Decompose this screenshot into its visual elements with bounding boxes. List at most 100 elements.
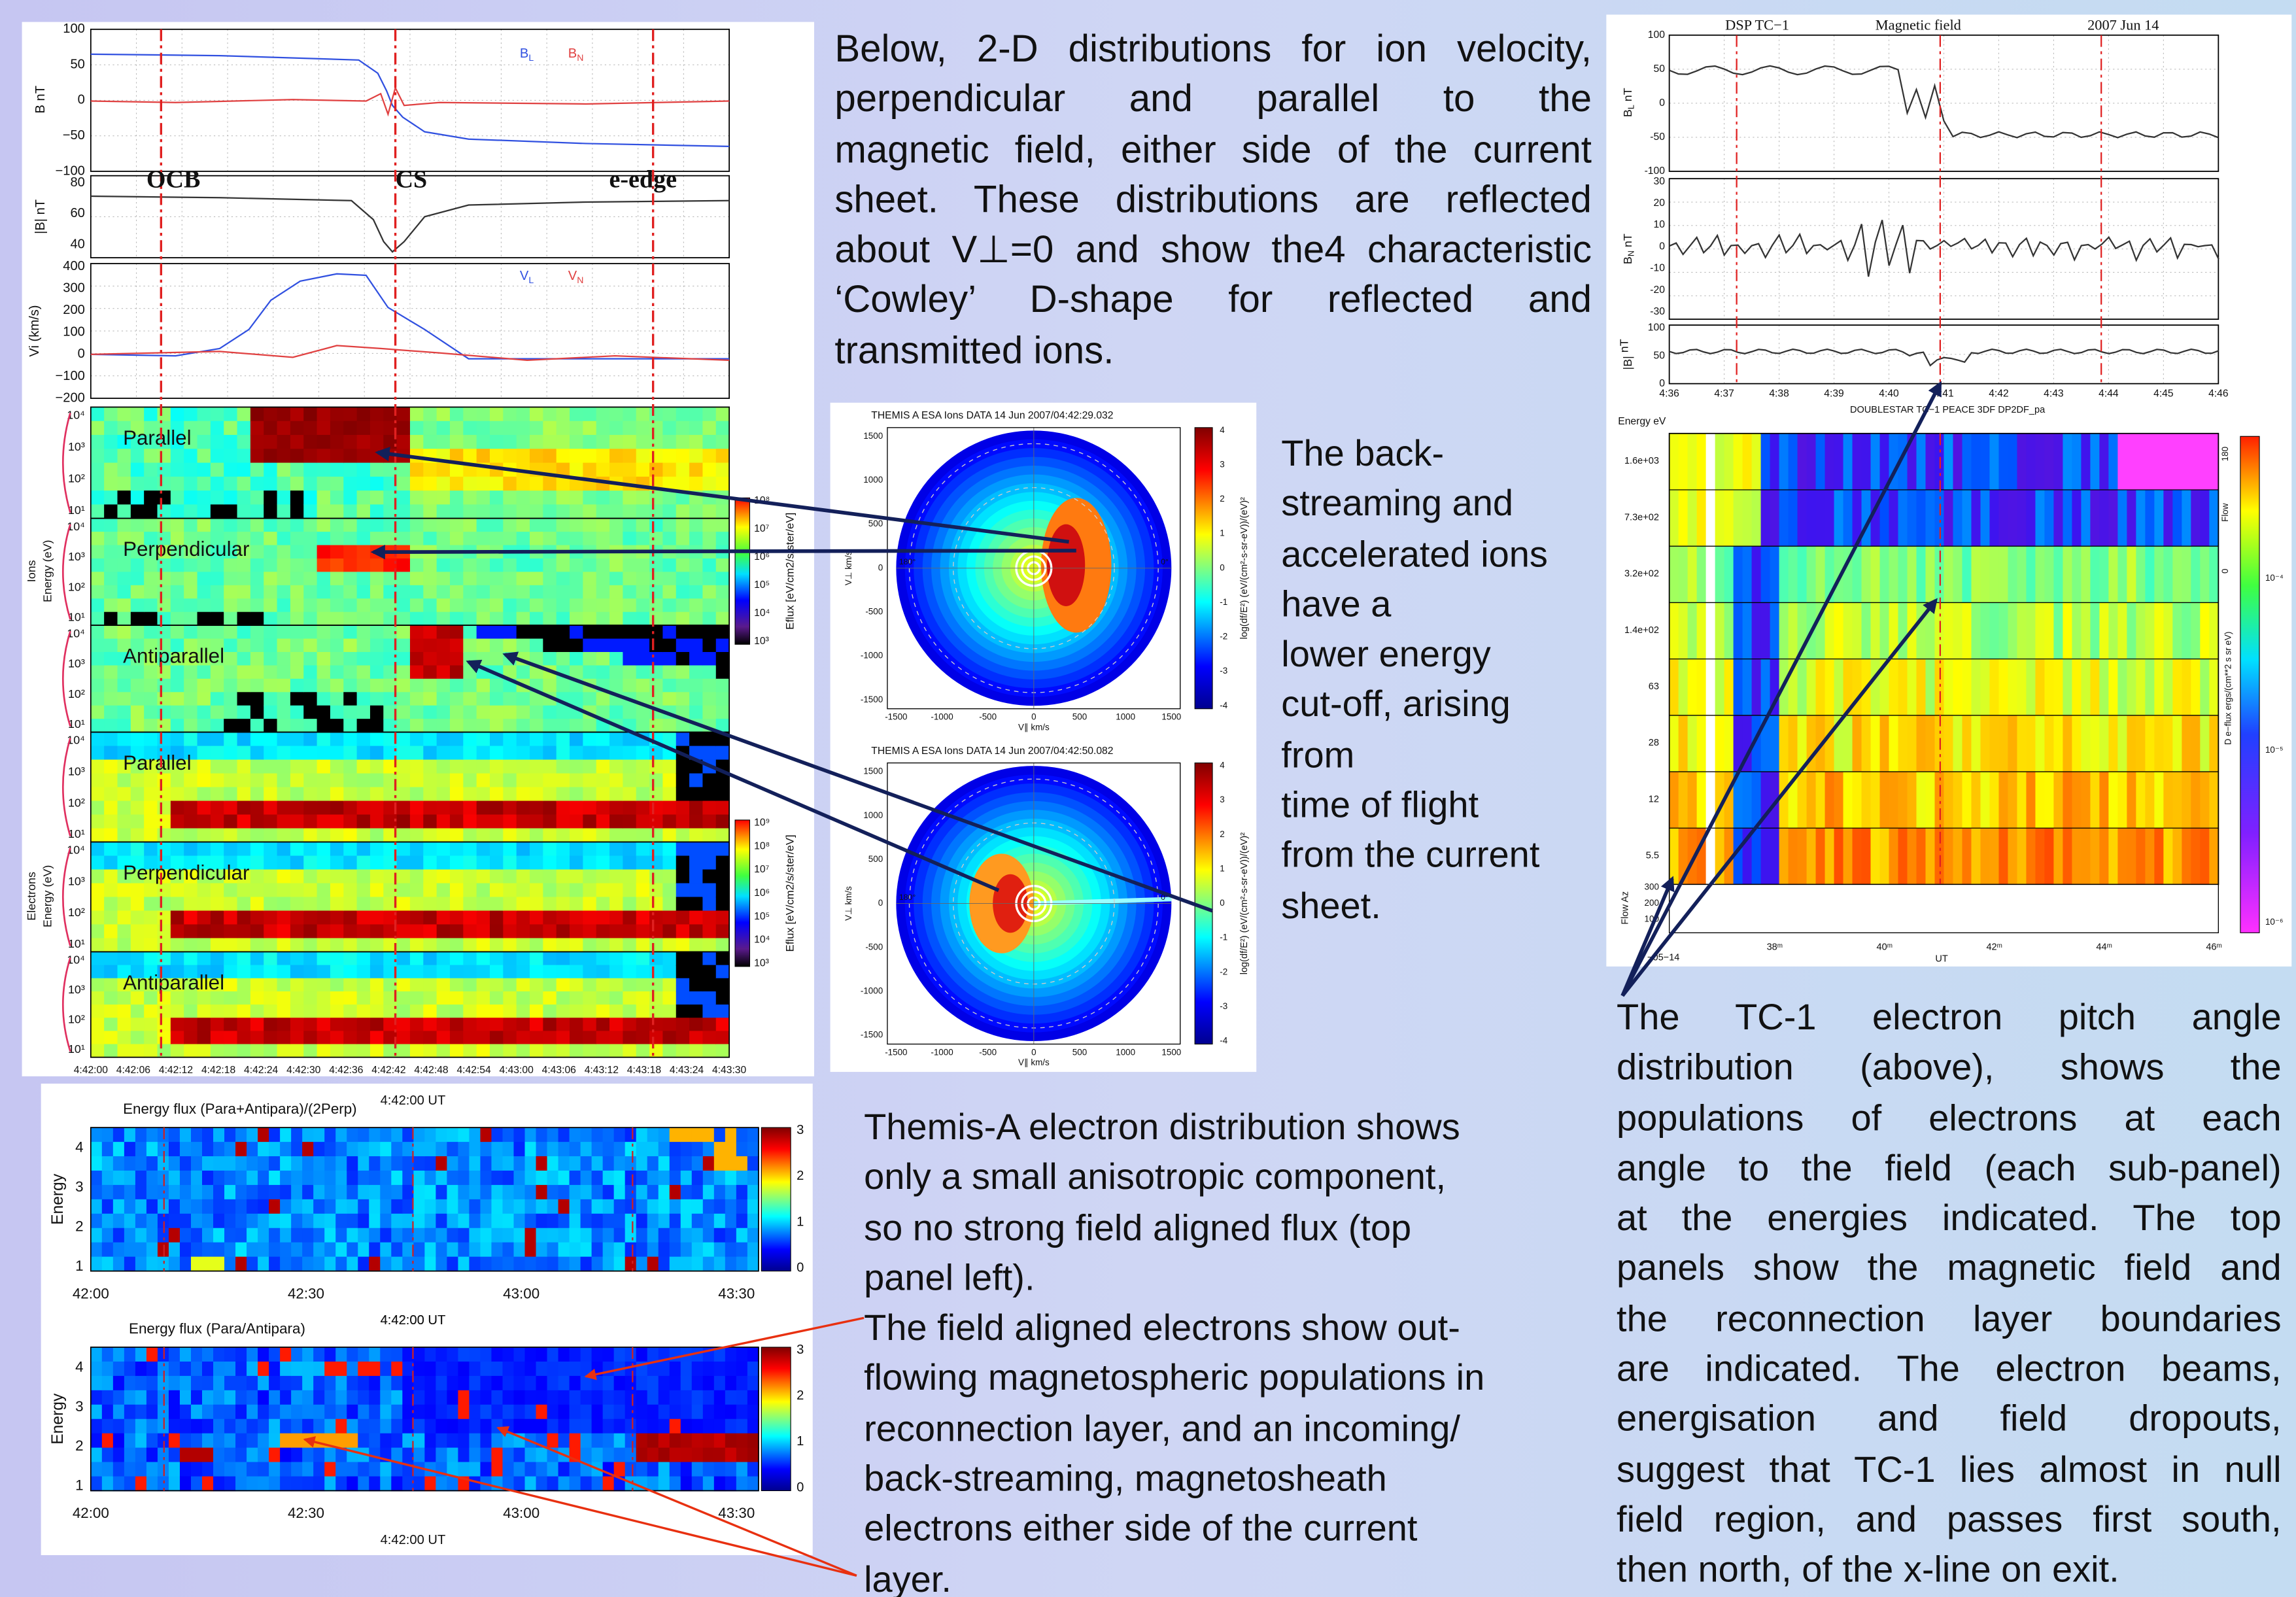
heatmap-cell	[402, 1447, 415, 1463]
heatmap-cell	[676, 651, 690, 666]
heatmap-cell	[210, 678, 225, 693]
heatmap-cell	[380, 1404, 392, 1420]
heatmap-cell	[330, 638, 345, 653]
heatmap-cell	[235, 1404, 247, 1420]
heatmap-cell	[715, 938, 730, 953]
heatmap-cell	[224, 1213, 236, 1229]
heatmap-cell	[302, 1462, 315, 1477]
heatmap-cell	[104, 407, 118, 422]
heatmap-cell	[269, 1462, 281, 1477]
heatmap-cell	[303, 1044, 318, 1058]
heatmap-cell	[596, 638, 610, 653]
heatmap-cell	[543, 611, 557, 627]
heatmap-cell	[524, 1462, 537, 1477]
heatmap-cell	[313, 1228, 326, 1243]
heatmap-cell	[502, 1476, 515, 1492]
heatmap-cell	[2108, 828, 2119, 885]
heatmap-cell	[436, 952, 451, 966]
heatmap-cell	[2026, 433, 2036, 490]
heatmap-cell	[1998, 602, 2009, 660]
heatmap-cell	[2145, 433, 2155, 490]
heatmap-cell	[2117, 659, 2128, 716]
heatmap-cell	[458, 1347, 470, 1362]
heatmap-cell	[184, 545, 198, 559]
tick-label: 1000	[1116, 712, 1135, 722]
heatmap-cell	[536, 1228, 548, 1243]
heatmap-cell	[90, 638, 105, 653]
heatmap-cell	[715, 407, 730, 422]
heatmap-cell	[90, 545, 105, 559]
tick-label: 10⁵	[754, 911, 770, 922]
heatmap-cell	[2200, 772, 2210, 829]
tick-label: 400	[63, 259, 85, 273]
heatmap-cell	[680, 1390, 693, 1405]
heatmap-cell	[190, 1127, 203, 1142]
heatmap-cell	[556, 462, 570, 477]
heatmap-cell	[2172, 828, 2183, 885]
heatmap-cell	[130, 828, 145, 843]
heatmap-cell	[101, 1142, 114, 1157]
heatmap-cell	[356, 476, 371, 492]
heatmap-cell	[130, 532, 145, 546]
heatmap-cell	[237, 476, 251, 492]
heatmap-cell	[356, 705, 371, 720]
heatmap-cell	[476, 897, 490, 912]
tick-label: 1000	[863, 475, 883, 485]
heatmap-cell	[676, 1018, 690, 1032]
heatmap-cell	[556, 800, 570, 816]
heatmap-cell	[396, 978, 411, 992]
heatmap-cell	[391, 1242, 403, 1258]
heatmap-cell	[409, 490, 424, 506]
heatmap-cell	[623, 490, 637, 506]
heatmap-cell	[247, 1256, 258, 1272]
heatmap-cell	[117, 435, 131, 450]
heatmap-cell	[436, 572, 451, 586]
heatmap-cell	[516, 572, 530, 586]
heatmap-cell	[335, 1347, 348, 1362]
heatmap-cell	[224, 1018, 238, 1032]
heatmap-cell	[2072, 433, 2082, 490]
heatmap-cell	[436, 991, 451, 1005]
heatmap-cell	[250, 855, 265, 870]
heatmap-cell	[502, 1375, 515, 1391]
heatmap-cell	[649, 518, 664, 533]
heatmap-cell	[90, 842, 105, 857]
heatmap-cell	[90, 814, 105, 829]
heatmap-cell	[213, 1256, 225, 1272]
heatmap-cell	[649, 991, 664, 1005]
heatmap-cell	[516, 938, 530, 953]
heatmap-cell	[2081, 659, 2091, 716]
heatmap-cell	[224, 1031, 238, 1045]
heatmap-cell	[1696, 772, 1707, 829]
heatmap-cell	[2182, 433, 2192, 490]
tick-label: 200	[63, 303, 85, 317]
heatmap-cell	[436, 883, 451, 898]
heatmap-cell	[402, 1156, 415, 1171]
heatmap-cell	[689, 625, 704, 640]
heatmap-cell	[725, 1447, 737, 1463]
heatmap-cell	[625, 1390, 637, 1405]
heatmap-cell	[144, 978, 158, 992]
heatmap-cell	[104, 1005, 118, 1019]
heatmap-cell	[530, 897, 544, 912]
heatmap-cell	[313, 1156, 326, 1171]
heatmap-cell	[224, 883, 238, 898]
heatmap-cell	[235, 1462, 247, 1477]
heatmap-cell	[423, 598, 437, 613]
heatmap-cell	[476, 572, 490, 586]
heatmap-cell	[702, 585, 717, 600]
heatmap-cell	[1852, 546, 1862, 604]
heatmap-cell	[413, 1156, 426, 1171]
heatmap-cell	[380, 1375, 392, 1391]
heatmap-cell	[302, 1418, 315, 1434]
heatmap-cell	[1687, 433, 1698, 490]
heatmap-cell	[347, 1199, 359, 1214]
heatmap-cell	[636, 504, 650, 519]
heatmap-cell	[623, 532, 637, 546]
heatmap-cell	[513, 1156, 526, 1171]
heatmap-cell	[423, 678, 437, 693]
heatmap-cell	[101, 1390, 114, 1405]
axis-label-sub: L	[1627, 105, 1636, 109]
heatmap-cell	[380, 1433, 392, 1449]
heatmap-cell	[117, 800, 131, 816]
